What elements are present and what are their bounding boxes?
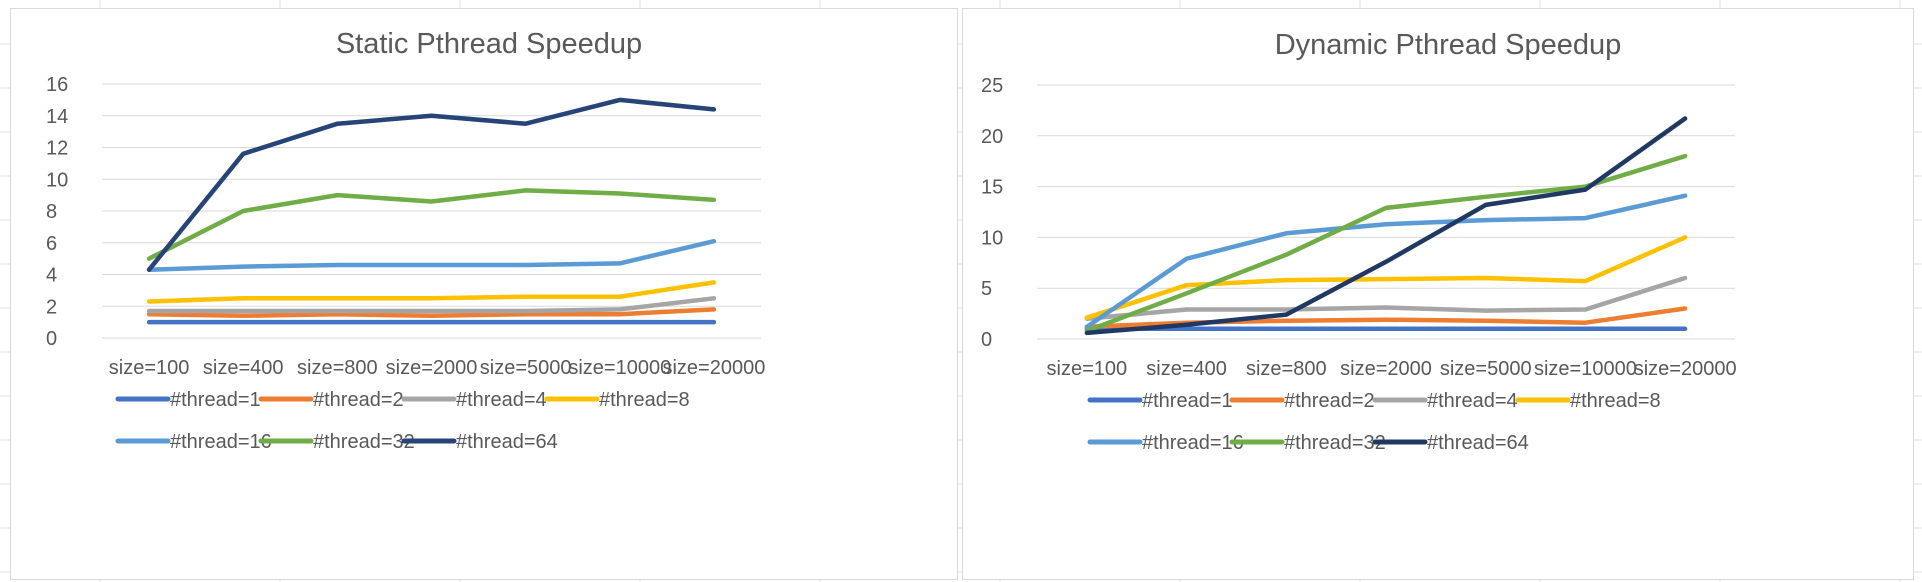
y-tick-label: 5 <box>981 278 992 300</box>
legend-label: #thread=1 <box>170 389 261 411</box>
legend-label: #thread=32 <box>1284 432 1386 454</box>
legend-label: #thread=16 <box>170 431 272 453</box>
x-tick-label: size=5000 <box>1440 358 1532 380</box>
series-line[interactable] <box>146 188 717 261</box>
chart-title: Dynamic Pthread Speedup <box>1275 29 1622 61</box>
static-speedup-chart-svg: Static Pthread Speedup 0 2 4 6 8 10 12 14 16 size… <box>46 28 765 453</box>
legend-label: #thread=32 <box>313 431 415 453</box>
legend-label: #thread=1 <box>1142 390 1233 412</box>
x-tick-label: size=10000 <box>568 357 671 379</box>
series-line[interactable] <box>1084 193 1688 330</box>
dynamic-speedup-chart[interactable]: Dynamic Pthread Speedup 0 5 10 15 20 25 size=1… <box>962 8 1914 580</box>
static-speedup-chart[interactable]: Static Pthread Speedup 0 2 4 6 8 10 12 14 16 size… <box>10 8 958 580</box>
series-line[interactable] <box>146 97 717 272</box>
y-tick-label: 4 <box>46 265 57 287</box>
y-tick-label: 10 <box>981 227 1003 249</box>
x-tick-label: size=10000 <box>1534 358 1637 380</box>
y-tick-label: 2 <box>46 296 57 318</box>
y-tick-label: 10 <box>46 169 68 191</box>
series-line[interactable] <box>146 238 717 272</box>
series-line[interactable] <box>1084 235 1688 320</box>
legend-label: #thread=2 <box>1284 390 1375 412</box>
legend-label: #thread=8 <box>599 389 690 411</box>
series-line[interactable] <box>1084 116 1688 336</box>
y-tick-label: 0 <box>46 328 57 350</box>
x-tick-label: size=20000 <box>662 357 765 379</box>
series-line[interactable] <box>146 307 717 319</box>
y-tick-label: 8 <box>46 201 57 223</box>
x-tick-label: size=400 <box>1146 358 1227 380</box>
x-tick-label: size=400 <box>203 357 284 379</box>
y-tick-label: 25 <box>981 75 1003 97</box>
series-line[interactable] <box>146 280 717 304</box>
y-tick-label: 14 <box>46 106 68 128</box>
legend-label: #thread=4 <box>1427 390 1518 412</box>
legend-label: #thread=64 <box>1427 432 1529 454</box>
x-tick-label: size=100 <box>109 357 190 379</box>
y-tick-label: 6 <box>46 233 57 255</box>
legend-label: #thread=8 <box>1570 390 1661 412</box>
legend-label: #thread=2 <box>313 389 404 411</box>
x-tick-label: size=5000 <box>480 357 572 379</box>
series-line[interactable] <box>1084 275 1688 321</box>
y-tick-label: 15 <box>981 177 1003 199</box>
y-tick-label: 16 <box>46 74 68 96</box>
legend-label: #thread=4 <box>456 389 547 411</box>
x-tick-label: size=800 <box>297 357 378 379</box>
y-tick-label: 20 <box>981 126 1003 148</box>
x-tick-label: size=2000 <box>1340 358 1432 380</box>
y-tick-label: 0 <box>981 329 992 351</box>
chart-title: Static Pthread Speedup <box>336 28 642 60</box>
legend-label: #thread=64 <box>456 431 558 453</box>
x-tick-label: size=100 <box>1047 358 1128 380</box>
series-line[interactable] <box>146 296 717 314</box>
x-tick-label: size=800 <box>1246 358 1327 380</box>
x-tick-label: size=2000 <box>386 357 478 379</box>
series-line[interactable] <box>1084 153 1688 334</box>
dynamic-speedup-chart-svg: Dynamic Pthread Speedup 0 5 10 15 20 25 size=1… <box>981 29 1737 454</box>
y-tick-label: 12 <box>46 138 68 160</box>
legend-label: #thread=16 <box>1142 432 1244 454</box>
x-tick-label: size=20000 <box>1634 358 1737 380</box>
